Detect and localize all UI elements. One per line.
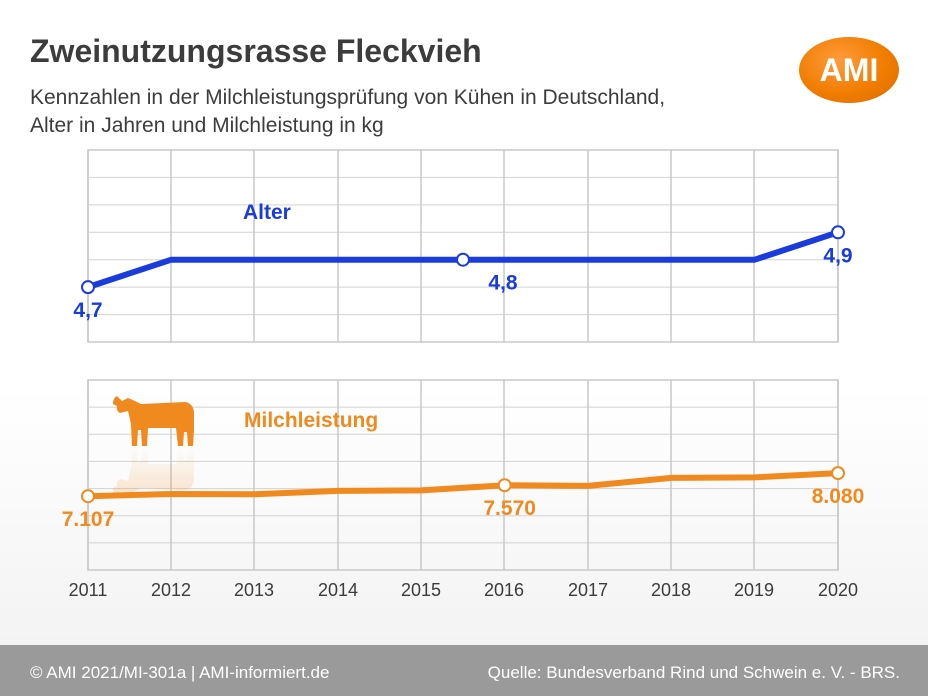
data-point-marker [456,252,470,267]
x-axis-ticks: 2011 2012 2013 2014 2015 2016 2017 2018 2019 2020 [69,580,858,600]
chart-canvas [0,0,928,645]
data-point-marker [831,466,845,481]
milchleistung-series: 7.107 7.570 8.080 [62,466,865,531]
data-point-marker [497,478,512,493]
subtitle-line-2: Alter in Jahren und Milchleistung in kg [30,114,384,137]
cow-icon [113,396,194,496]
x-tick-label: 2015 [401,580,441,600]
data-label: 8.080 [812,485,865,508]
grid-bottom-panel [87,379,839,571]
series-label-milchleistung: Milchleistung [244,409,378,432]
data-label: 7.570 [483,497,536,520]
plot-frame [87,149,839,343]
x-tick-label: 2013 [234,580,274,600]
ami-logo: AMI [799,37,899,103]
data-label: 4,7 [73,299,102,322]
data-point-marker [81,489,95,504]
footer-bar [0,645,928,696]
data-point-marker [831,225,845,240]
subtitle-line-1: Kennzahlen in der Milchleistungsprüfung … [30,86,666,109]
series-label-alter: Alter [243,201,291,224]
data-label: 7.107 [62,508,115,531]
alter-series: 4,7 4,8 4,9 [73,225,853,322]
x-tick-label: 2016 [484,580,524,600]
series-line [85,470,841,500]
x-tick-label: 2017 [568,580,608,600]
grid-top-panel [87,149,839,343]
x-tick-label: 2018 [651,580,691,600]
footer-copyright: © AMI 2021/MI-301a | AMI-informiert.de [30,663,330,682]
x-tick-label: 2014 [318,580,358,600]
x-tick-label: 2020 [818,580,858,600]
chart-svg: Alter Milchleistung 4,7 4,8 4,9 7.107 7.570… [62,149,865,600]
x-tick-label: 2011 [69,580,108,600]
data-point-marker [81,280,95,295]
x-tick-label: 2019 [734,580,774,600]
data-label: 4,9 [823,244,852,267]
x-tick-label: 2012 [151,580,191,600]
page-title: Zweinutzungsrasse Fleckvieh [30,33,482,69]
footer-source: Quelle: Bundesverband Rind und Schwein e… [487,663,900,682]
data-label: 4,8 [488,272,518,295]
